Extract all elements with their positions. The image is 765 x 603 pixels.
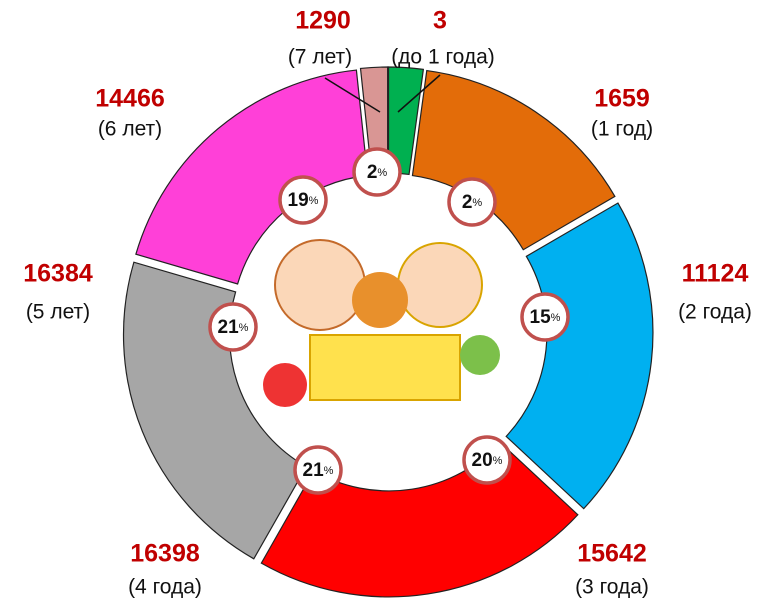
leader-line bbox=[324, 77, 381, 113]
donut-slice bbox=[505, 202, 654, 510]
percent-badge bbox=[520, 292, 570, 342]
percent-unit: % bbox=[551, 312, 561, 324]
value-label: 16384 bbox=[23, 260, 93, 288]
percent-value: 21 bbox=[218, 317, 240, 338]
percent-label: 19% bbox=[288, 190, 319, 211]
percent-unit: % bbox=[377, 167, 387, 179]
percent-unit: % bbox=[309, 195, 319, 207]
percent-badge bbox=[278, 175, 328, 225]
percent-unit: % bbox=[493, 455, 503, 467]
category-label: (1 год) bbox=[591, 118, 653, 141]
percent-value: 2 bbox=[367, 162, 378, 183]
percent-label: 21% bbox=[303, 460, 334, 481]
category-label: (до 1 года) bbox=[391, 46, 495, 69]
center-illustration bbox=[263, 239, 500, 407]
value-label: 11124 bbox=[682, 260, 749, 288]
category-label: (2 года) bbox=[678, 301, 752, 324]
percent-value: 2 bbox=[462, 192, 473, 213]
percent-value: 19 bbox=[288, 190, 309, 211]
percent-value: 21 bbox=[303, 460, 325, 481]
percent-badge bbox=[462, 435, 512, 485]
donut-slice bbox=[122, 261, 308, 560]
percent-value: 15 bbox=[530, 307, 552, 328]
category-label: (3 года) bbox=[575, 576, 649, 599]
leader-line bbox=[397, 74, 441, 113]
percent-unit: % bbox=[472, 197, 482, 209]
percent-value: 20 bbox=[472, 450, 493, 471]
percent-badge bbox=[293, 445, 343, 495]
percent-unit: % bbox=[324, 465, 334, 477]
value-label: 1659 bbox=[594, 85, 650, 113]
percent-badge bbox=[447, 177, 497, 227]
category-label: (6 лет) bbox=[98, 118, 162, 141]
value-label: 16398 bbox=[130, 540, 200, 568]
category-label: (7 лет) bbox=[288, 46, 352, 69]
value-label: 15642 bbox=[577, 540, 647, 568]
value-label: 14466 bbox=[95, 85, 165, 113]
percent-label: 2% bbox=[462, 192, 483, 213]
value-label: 1290 bbox=[295, 7, 351, 35]
percent-badge bbox=[208, 302, 258, 352]
percent-unit: % bbox=[239, 322, 249, 334]
category-label: (4 года) bbox=[128, 576, 202, 599]
percent-badge bbox=[352, 147, 402, 197]
percent-label: 2% bbox=[367, 162, 388, 183]
percent-label: 15% bbox=[530, 307, 561, 328]
donut-slice bbox=[135, 69, 369, 285]
value-label: 3 bbox=[433, 7, 447, 35]
percent-label: 21% bbox=[218, 317, 249, 338]
category-label: (5 лет) bbox=[26, 301, 90, 324]
percent-label: 20% bbox=[472, 450, 503, 471]
